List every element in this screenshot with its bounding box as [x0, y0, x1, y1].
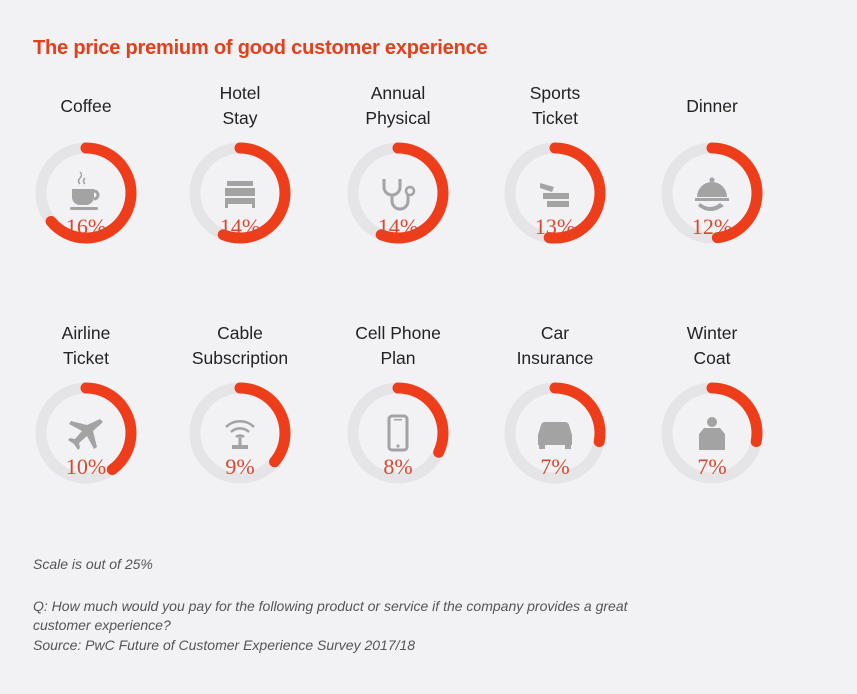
item-label: Sports Ticket — [529, 83, 581, 128]
progress-ring — [35, 382, 137, 484]
ring-value-arc — [661, 382, 763, 484]
item-label: Coffee — [60, 95, 112, 116]
progress-ring — [189, 142, 291, 244]
coffee-cup-icon — [70, 171, 100, 210]
scale-note: Scale is out of 25% — [33, 556, 153, 572]
progress-ring — [504, 142, 606, 244]
question-note: Q: How much would you pay for the follow… — [33, 598, 628, 633]
item-label: Car Insurance — [516, 323, 594, 368]
item-label: Cell Phone Plan — [355, 323, 441, 368]
item-percent: 13% — [534, 214, 576, 239]
progress-ring — [504, 382, 606, 484]
item-percent: 7% — [540, 454, 570, 479]
progress-ring — [661, 382, 763, 484]
progress-ring — [189, 382, 291, 484]
item-percent: 9% — [225, 454, 255, 479]
item-percent: 8% — [383, 454, 413, 479]
ring-value-arc — [347, 142, 449, 244]
ring-value-arc — [35, 142, 137, 244]
item-label: Hotel Stay — [219, 83, 261, 128]
coat-icon — [699, 417, 725, 450]
item-percent: 10% — [65, 454, 107, 479]
progress-ring — [661, 142, 763, 244]
ticket-icon — [540, 183, 569, 207]
progress-ring — [35, 142, 137, 244]
item-label: Cable Subscription — [191, 323, 289, 368]
chart-title: The price premium of good customer exper… — [33, 37, 488, 59]
item-label: Dinner — [686, 95, 738, 116]
cloche-icon — [695, 177, 729, 211]
item-percent: 14% — [377, 214, 419, 239]
wifi-router-icon — [225, 420, 255, 449]
item-percent: 14% — [219, 214, 261, 239]
ring-value-arc — [504, 142, 606, 244]
ring-value-arc — [504, 382, 606, 484]
item-label: Airline Ticket — [61, 323, 111, 368]
item-percent: 12% — [691, 214, 733, 239]
progress-ring — [347, 382, 449, 484]
item-label: Winter Coat — [686, 323, 738, 368]
phone-icon — [387, 414, 409, 452]
item-percent: 16% — [65, 214, 107, 239]
item-percent: 7% — [697, 454, 727, 479]
progress-ring — [347, 142, 449, 244]
bed-icon — [225, 181, 255, 208]
item-label: Annual Physical — [365, 83, 431, 128]
car-icon — [538, 422, 572, 449]
stethoscope-icon — [382, 179, 416, 211]
ring-value-arc — [347, 382, 449, 484]
airplane-icon — [68, 419, 103, 450]
ring-value-arc — [189, 382, 291, 484]
ring-value-arc — [189, 142, 291, 244]
source-note: Source: PwC Future of Customer Experienc… — [33, 637, 416, 653]
ring-value-arc — [35, 382, 137, 484]
ring-value-arc — [661, 142, 763, 244]
